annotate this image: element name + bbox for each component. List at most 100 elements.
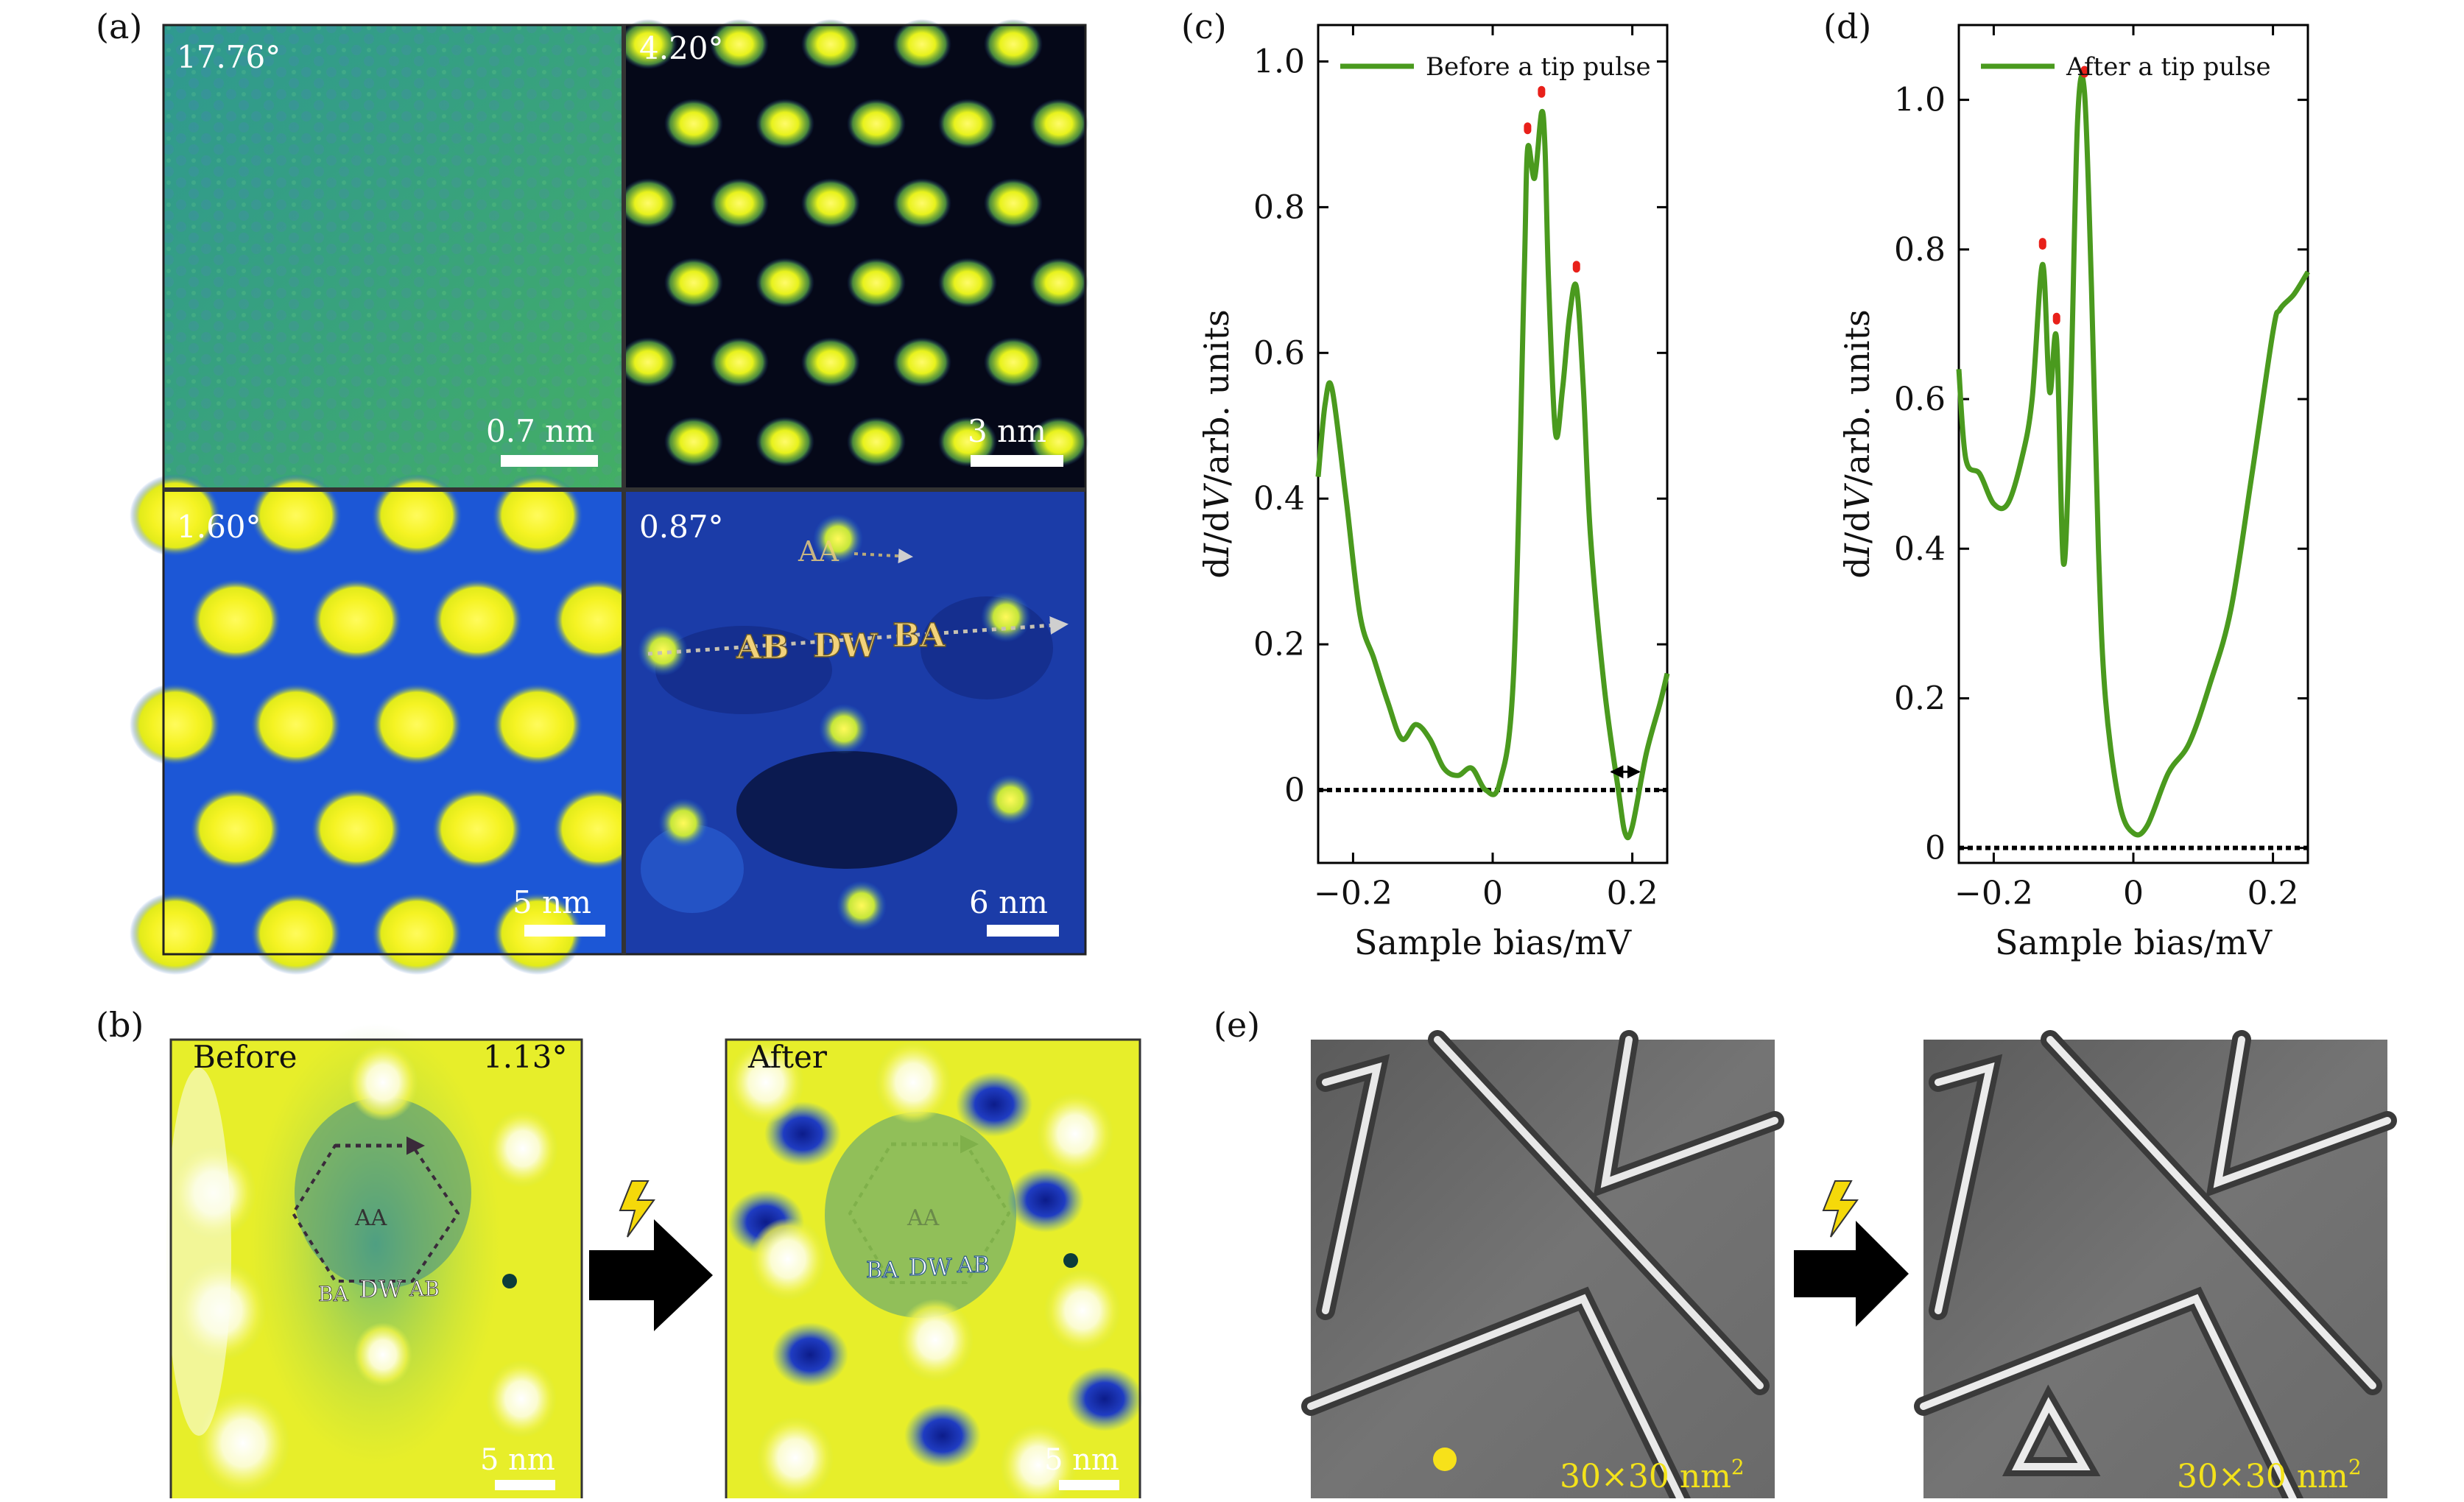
moire-site (1029, 417, 1088, 467)
y-tick-label: 0 (1284, 772, 1305, 809)
moire-site (756, 99, 814, 149)
aa-site (487, 1110, 558, 1188)
panel-a-label: (a) (96, 7, 142, 46)
x-tick-label: 0.2 (1607, 875, 1658, 912)
moire-site (432, 579, 523, 661)
moire-site (664, 258, 723, 308)
label-ab: AB (736, 629, 789, 666)
moire-site (371, 892, 462, 975)
e-left-scale: 30×30 nm2 (1560, 1455, 1745, 1495)
moire-site (847, 99, 906, 149)
peak-marker (2080, 66, 2088, 78)
dark-site (1066, 1367, 1143, 1431)
chart-c: −0.2 0 0.2 0 0.2 0.4 0.6 0.8 1.0 Sample bias/mV dI… (1197, 24, 1670, 962)
after-ba: BA (866, 1258, 898, 1283)
scale-bar-1-label: 0.7 nm (486, 413, 594, 449)
stm-image-0p87deg: 0.87° AA AB DW BA 6 nm (626, 492, 1085, 954)
bright-stripe (166, 1068, 231, 1436)
spectrum-line (1956, 74, 2310, 838)
panel-d-label: (d) (1823, 7, 1871, 46)
moire-site (311, 788, 402, 870)
y-tick-label: 1.0 (1894, 82, 1946, 119)
before-dw: DW (359, 1275, 403, 1303)
scale-bar-1 (501, 455, 598, 467)
x-axis-label: Sample bias/mV (1354, 923, 1632, 962)
moire-site (311, 579, 402, 661)
aa-site (819, 704, 869, 754)
peak-marker (1572, 261, 1580, 273)
moire-site (756, 417, 814, 467)
label-ba: BA (893, 617, 946, 655)
legend-label: After a tip pulse (2066, 52, 2271, 82)
moire-site (984, 19, 1043, 69)
x-tick-label: −0.2 (1314, 875, 1393, 912)
moire-site (250, 892, 342, 975)
before-ba: BA (318, 1282, 349, 1306)
x-tick-label: 0 (2123, 875, 2144, 912)
aa-site (985, 775, 1035, 825)
peak-marker (1538, 85, 1546, 98)
aa-site (1044, 1269, 1121, 1352)
angle-label-1: 17.76° (177, 39, 281, 75)
legend-label: Before a tip pulse (1426, 52, 1651, 82)
aa-site (837, 881, 887, 931)
after-scale-bar (1059, 1480, 1119, 1490)
scale-bar-3-label: 5 nm (513, 884, 591, 920)
angle-label-2: 4.20° (639, 30, 724, 66)
before-title: Before (193, 1039, 297, 1075)
scale-bar-2-label: 3 nm (968, 413, 1046, 449)
transition-arrow-e (1794, 1180, 1909, 1327)
y-tick-label: 0 (1925, 830, 1946, 867)
moire-site (847, 258, 906, 308)
y-axis-label: dI/dV/arb. units (1837, 309, 1877, 578)
aa-site (348, 1043, 418, 1121)
panel-b: (b) AA BA DW AB Before 1.13° 5 nm (96, 1005, 1143, 1502)
moire-site (893, 19, 951, 69)
moire-site (710, 19, 769, 69)
moire-site (710, 178, 769, 228)
aa-site (638, 626, 688, 676)
moire-site (190, 579, 281, 661)
aa-site (353, 1322, 412, 1387)
y-tick-label: 0.8 (1253, 188, 1305, 226)
y-tick-label: 0.2 (1253, 626, 1305, 663)
after-dw: DW (909, 1253, 952, 1281)
panel-a: (a) 17.76° 0.7 nm 4.20° 3 nm (96, 7, 1088, 975)
angle-label-3: 1.60° (177, 509, 261, 545)
moire-site (619, 19, 677, 69)
moire-site (619, 337, 677, 387)
aa-site (1037, 1093, 1113, 1175)
e-right-scale: 30×30 nm2 (2177, 1455, 2362, 1495)
tip-position-marker (1433, 1448, 1457, 1471)
label-aa: AA (798, 535, 839, 568)
aa-site (757, 1417, 834, 1499)
label-dw: DW (813, 627, 878, 665)
before-angle: 1.13° (483, 1039, 568, 1075)
stm-image-4deg: 4.20° 3 nm (619, 19, 1088, 487)
moire-site (801, 178, 860, 228)
moire-site (371, 683, 462, 766)
plot-frame (1317, 24, 1669, 864)
moire-site (492, 683, 583, 766)
aa-site (658, 798, 708, 848)
moire-site (552, 579, 644, 661)
aa-site (728, 1041, 804, 1124)
after-title: After (747, 1039, 828, 1075)
before-scale-bar (495, 1480, 555, 1490)
moire-site (938, 258, 997, 308)
before-ab: AB (409, 1277, 440, 1301)
scale-bar-4 (987, 925, 1059, 937)
moire-site (801, 19, 860, 69)
y-axis-label: dI/dV/arb. units (1197, 309, 1236, 578)
moire-site (938, 99, 997, 149)
moire-site (664, 99, 723, 149)
moire-site (619, 178, 677, 228)
scale-bar-3 (524, 925, 605, 937)
stm-image-17deg: 17.76° 0.7 nm (163, 25, 622, 487)
aa-site (750, 1218, 826, 1300)
spectrum-line (1315, 108, 1670, 841)
moire-site (432, 788, 523, 870)
moire-site (893, 337, 951, 387)
moire-site (664, 417, 723, 467)
moire-site (492, 474, 583, 557)
